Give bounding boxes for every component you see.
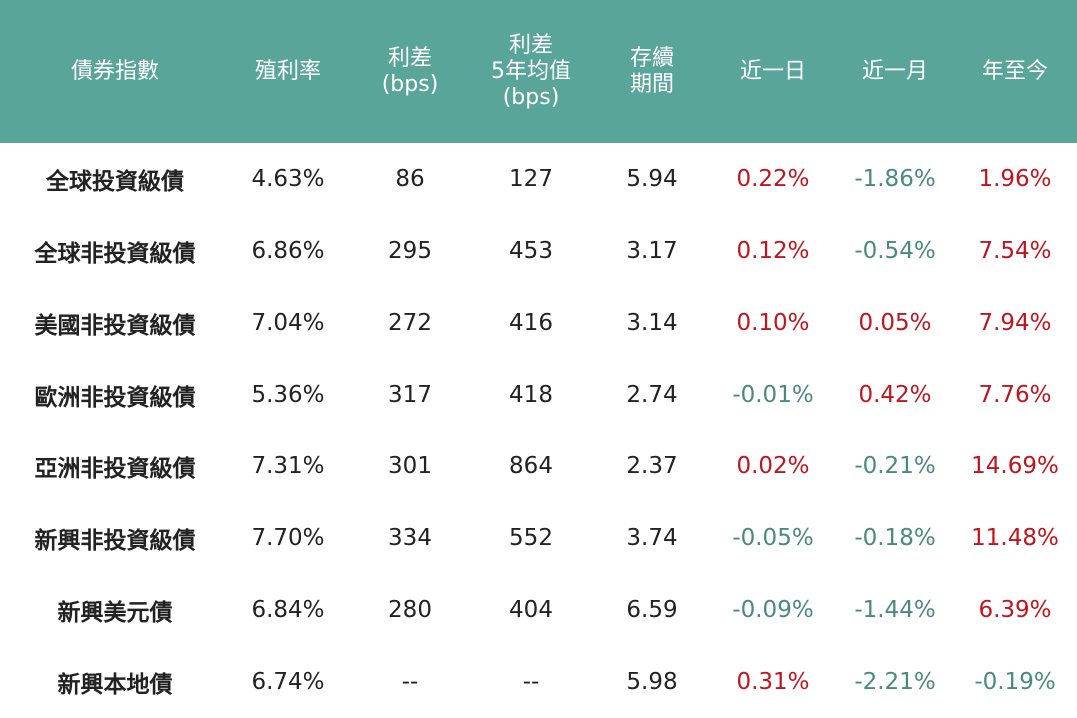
cell-value: 5.36% — [251, 381, 325, 408]
cell-value: -0.54% — [854, 237, 936, 264]
cell-value: -1.44% — [854, 597, 936, 624]
header-cell: 存續 期間 — [602, 0, 702, 143]
header-cell: 近一日 — [716, 0, 831, 143]
header-text: (bps) — [381, 71, 439, 97]
header-cell: 年至今 — [958, 0, 1073, 143]
cell-value: 0.05% — [858, 309, 932, 336]
header-text: 利差 — [508, 32, 553, 58]
header-text: 存續 — [629, 45, 674, 71]
header-text: 殖利率 — [254, 58, 321, 84]
cell-value: 14.69% — [971, 453, 1059, 480]
header-text: 年至今 — [981, 58, 1048, 84]
cell-value: 864 — [509, 453, 553, 480]
cell-value: 7.76% — [978, 381, 1052, 408]
cell-value: -- — [401, 669, 419, 696]
row-label: 歐洲非投資級債 — [34, 384, 196, 411]
header-cell: 殖利率 — [228, 0, 348, 143]
cell-value: 11.48% — [971, 525, 1059, 552]
header-text: (bps) — [502, 84, 560, 110]
row-label: 全球非投資級債 — [34, 240, 196, 267]
header-text: 5年均值 — [491, 58, 571, 84]
cell-value: 4.63% — [251, 165, 325, 192]
cell-value: 6.59 — [626, 597, 678, 624]
cell-value: 7.94% — [978, 309, 1052, 336]
cell-value: 0.22% — [736, 165, 810, 192]
header-cell: 近一月 — [835, 0, 955, 143]
header-text: 近一月 — [861, 58, 928, 84]
cell-value: 6.86% — [251, 237, 325, 264]
header-row — [0, 0, 1077, 143]
cell-value: 2.37 — [626, 453, 678, 480]
cell-value: 280 — [388, 597, 432, 624]
cell-value: 3.74 — [626, 525, 678, 552]
cell-value: -1.86% — [854, 165, 936, 192]
cell-value: 5.98 — [626, 669, 678, 696]
cell-value: 3.14 — [626, 309, 678, 336]
cell-value: 552 — [509, 525, 553, 552]
cell-value: -0.09% — [732, 597, 814, 624]
cell-value: 6.84% — [251, 597, 325, 624]
cell-value: 6.39% — [978, 597, 1052, 624]
cell-value: 5.94 — [626, 165, 678, 192]
cell-value: 7.04% — [251, 309, 325, 336]
cell-value: 7.31% — [251, 453, 325, 480]
cell-value: 0.10% — [736, 309, 810, 336]
row-label: 全球投資級債 — [46, 168, 184, 195]
cell-value: -0.18% — [854, 525, 936, 552]
header-cell: 利差 5年均值 (bps) — [471, 0, 591, 143]
header-cell: 利差 (bps) — [355, 0, 465, 143]
cell-value: 404 — [509, 597, 553, 624]
cell-value: 3.17 — [626, 237, 678, 264]
row-label: 新興非投資級債 — [34, 528, 196, 555]
cell-value: -0.05% — [732, 525, 814, 552]
cell-value: -2.21% — [854, 669, 936, 696]
cell-value: 0.02% — [736, 453, 810, 480]
cell-value: 416 — [509, 309, 553, 336]
cell-value: 86 — [395, 165, 425, 192]
cell-value: 334 — [388, 525, 432, 552]
cell-value: -- — [522, 669, 540, 696]
header-text: 利差 — [387, 45, 432, 71]
cell-value: 295 — [388, 237, 432, 264]
cell-value: 0.31% — [736, 669, 810, 696]
header-cell: 債券指數 — [15, 0, 215, 143]
cell-value: 0.42% — [858, 381, 932, 408]
cell-value: 0.12% — [736, 237, 810, 264]
cell-value: 317 — [388, 381, 432, 408]
cell-value: 127 — [509, 165, 553, 192]
cell-value: 7.70% — [251, 525, 325, 552]
header-text: 近一日 — [739, 58, 806, 84]
header-text: 期間 — [629, 71, 674, 97]
cell-value: 418 — [509, 381, 553, 408]
row-label: 新興美元債 — [57, 600, 173, 627]
cell-value: -0.19% — [974, 669, 1056, 696]
cell-value: 301 — [388, 453, 432, 480]
row-label: 新興本地債 — [57, 672, 173, 699]
cell-value: 2.74 — [626, 381, 678, 408]
header-text: 債券指數 — [70, 58, 159, 84]
cell-value: 6.74% — [251, 669, 325, 696]
cell-value: 1.96% — [978, 165, 1052, 192]
row-label: 亞洲非投資級債 — [34, 456, 196, 483]
cell-value: -0.21% — [854, 453, 936, 480]
row-label: 美國非投資級債 — [34, 312, 196, 339]
cell-value: 272 — [388, 309, 432, 336]
cell-value: 7.54% — [978, 237, 1052, 264]
cell-value: 453 — [509, 237, 553, 264]
cell-value: -0.01% — [732, 381, 814, 408]
